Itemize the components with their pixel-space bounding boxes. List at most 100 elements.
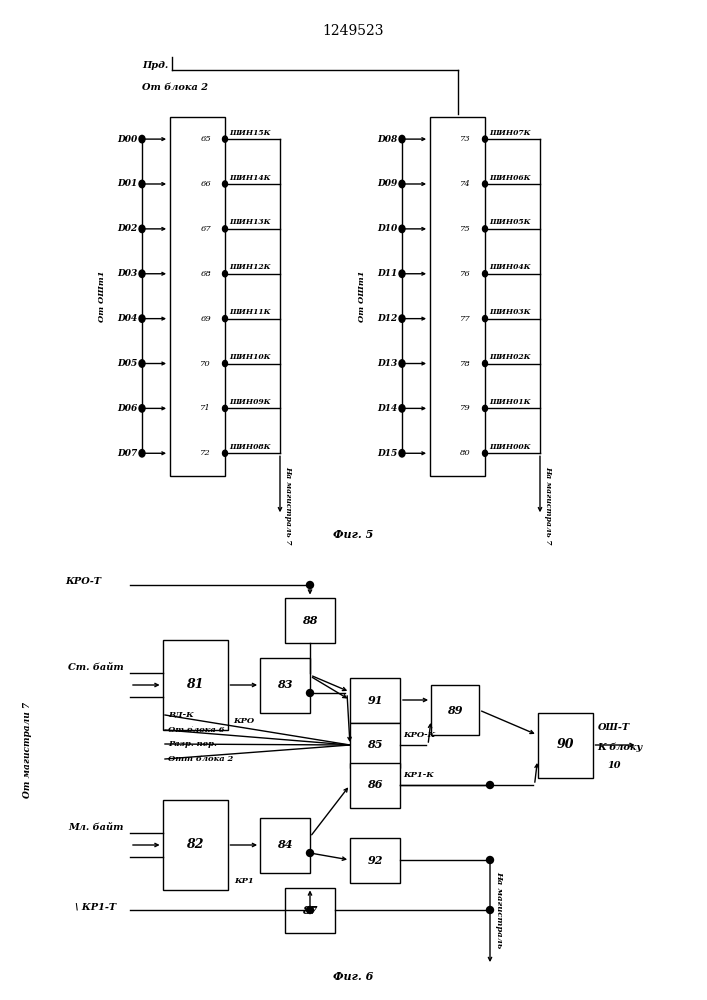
Text: 81: 81 bbox=[186, 678, 204, 692]
Circle shape bbox=[139, 360, 145, 367]
Text: ШИН07К: ШИН07К bbox=[489, 129, 530, 137]
Circle shape bbox=[399, 225, 405, 233]
Text: 70: 70 bbox=[200, 360, 211, 368]
Text: 91: 91 bbox=[367, 694, 382, 706]
Text: К блоку: К блоку bbox=[597, 742, 643, 752]
Text: 84: 84 bbox=[277, 840, 293, 850]
Circle shape bbox=[399, 360, 405, 367]
Text: 76: 76 bbox=[460, 270, 471, 278]
Text: 1249523: 1249523 bbox=[323, 24, 384, 38]
Circle shape bbox=[482, 316, 488, 322]
Text: 79: 79 bbox=[460, 404, 471, 412]
Circle shape bbox=[139, 135, 145, 143]
Bar bbox=[170, 117, 225, 476]
Bar bbox=[350, 838, 400, 882]
Text: 72: 72 bbox=[200, 449, 211, 457]
Text: КРО: КРО bbox=[233, 717, 255, 725]
Text: D04: D04 bbox=[117, 314, 137, 323]
Text: 77: 77 bbox=[460, 315, 471, 323]
Circle shape bbox=[399, 270, 405, 277]
Text: D01: D01 bbox=[117, 179, 137, 188]
Text: КРО-К: КРО-К bbox=[403, 731, 436, 739]
Circle shape bbox=[307, 850, 313, 856]
Text: ШИН02К: ШИН02К bbox=[489, 353, 530, 361]
Text: 92: 92 bbox=[367, 854, 382, 865]
Text: 88: 88 bbox=[303, 614, 317, 626]
Bar bbox=[350, 722, 400, 768]
Text: D06: D06 bbox=[117, 404, 137, 413]
Text: ШИН09К: ШИН09К bbox=[229, 398, 271, 406]
Text: ВД-К: ВД-К bbox=[168, 711, 194, 719]
Text: 67: 67 bbox=[200, 225, 211, 233]
Text: Отт блока 2: Отт блока 2 bbox=[168, 755, 233, 763]
Circle shape bbox=[139, 405, 145, 412]
Circle shape bbox=[399, 180, 405, 188]
Circle shape bbox=[399, 135, 405, 143]
Circle shape bbox=[223, 226, 228, 232]
Text: \ КР1-Т: \ КР1-Т bbox=[75, 902, 116, 912]
Text: От ОШт1: От ОШт1 bbox=[98, 270, 106, 322]
Text: 66: 66 bbox=[200, 180, 211, 188]
Circle shape bbox=[139, 225, 145, 233]
Text: 87: 87 bbox=[303, 904, 317, 916]
Circle shape bbox=[223, 271, 228, 277]
Text: КРО-Т: КРО-Т bbox=[65, 578, 101, 586]
Text: КР1: КР1 bbox=[234, 877, 254, 885]
Text: ШИН15К: ШИН15К bbox=[229, 129, 271, 137]
Text: D12: D12 bbox=[377, 314, 397, 323]
Text: От ОШт1: От ОШт1 bbox=[358, 270, 366, 322]
Circle shape bbox=[399, 315, 405, 322]
Text: D13: D13 bbox=[377, 359, 397, 368]
Circle shape bbox=[486, 906, 493, 914]
Text: 74: 74 bbox=[460, 180, 471, 188]
Text: D03: D03 bbox=[117, 269, 137, 278]
Text: D11: D11 bbox=[377, 269, 397, 278]
Text: ШИН14К: ШИН14К bbox=[229, 174, 271, 182]
Text: ШИН13К: ШИН13К bbox=[229, 218, 271, 226]
Text: D02: D02 bbox=[117, 224, 137, 233]
Text: D14: D14 bbox=[377, 404, 397, 413]
Circle shape bbox=[139, 180, 145, 188]
Circle shape bbox=[399, 450, 405, 457]
Text: ШИН10К: ШИН10К bbox=[229, 353, 271, 361]
Text: 10: 10 bbox=[607, 760, 621, 770]
Circle shape bbox=[482, 360, 488, 367]
Text: На магистраль 7: На магистраль 7 bbox=[544, 466, 552, 544]
Text: На магистраль 7: На магистраль 7 bbox=[284, 466, 292, 544]
Text: 75: 75 bbox=[460, 225, 471, 233]
Bar bbox=[260, 658, 310, 712]
Text: ШИН03К: ШИН03К bbox=[489, 308, 530, 316]
Text: ШИН01К: ШИН01К bbox=[489, 398, 530, 406]
Circle shape bbox=[482, 450, 488, 456]
Text: 90: 90 bbox=[556, 738, 574, 752]
Circle shape bbox=[482, 405, 488, 411]
Circle shape bbox=[223, 181, 228, 187]
Text: 85: 85 bbox=[367, 740, 382, 750]
Text: От магистрали 7: От магистрали 7 bbox=[23, 702, 33, 798]
Text: D10: D10 bbox=[377, 224, 397, 233]
Text: 68: 68 bbox=[200, 270, 211, 278]
Text: ШИН12К: ШИН12К bbox=[229, 263, 271, 271]
Text: 73: 73 bbox=[460, 135, 471, 143]
Bar bbox=[537, 712, 592, 778]
Circle shape bbox=[482, 271, 488, 277]
Text: 78: 78 bbox=[460, 360, 471, 368]
Text: ШИН05К: ШИН05К bbox=[489, 218, 530, 226]
Circle shape bbox=[139, 315, 145, 322]
Text: От блока 2: От блока 2 bbox=[142, 83, 208, 92]
Bar bbox=[260, 818, 310, 872]
Circle shape bbox=[139, 270, 145, 277]
Text: Фиг. 6: Фиг. 6 bbox=[333, 971, 373, 982]
Bar bbox=[285, 597, 335, 643]
Text: 86: 86 bbox=[367, 780, 382, 790]
Text: D07: D07 bbox=[117, 449, 137, 458]
Circle shape bbox=[482, 226, 488, 232]
Text: ШИН06К: ШИН06К bbox=[489, 174, 530, 182]
Text: 89: 89 bbox=[448, 704, 463, 716]
Circle shape bbox=[482, 136, 488, 142]
Bar bbox=[431, 685, 479, 735]
Bar bbox=[163, 800, 228, 890]
Text: 65: 65 bbox=[200, 135, 211, 143]
Circle shape bbox=[223, 360, 228, 367]
Circle shape bbox=[223, 316, 228, 322]
